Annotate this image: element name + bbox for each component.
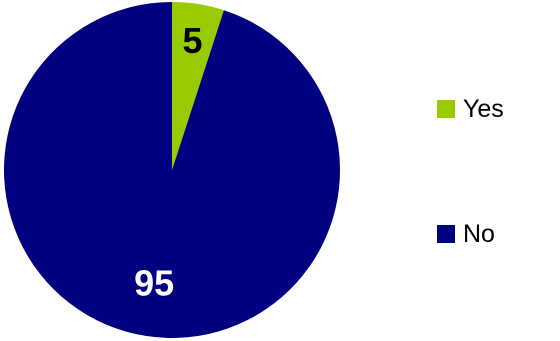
legend-label-yes: Yes bbox=[463, 95, 504, 123]
pie-slice-yes bbox=[172, 2, 224, 170]
legend-item-no: No bbox=[437, 219, 504, 249]
legend-swatch-yes bbox=[437, 100, 455, 118]
legend-swatch-no bbox=[437, 225, 455, 243]
legend: Yes No bbox=[437, 94, 504, 249]
data-label-no: 95 bbox=[134, 262, 174, 303]
legend-item-yes: Yes bbox=[437, 94, 504, 124]
legend-label-no: No bbox=[463, 220, 495, 248]
data-label-yes: 5 bbox=[182, 20, 202, 61]
pie-slice-no bbox=[3, 2, 340, 339]
